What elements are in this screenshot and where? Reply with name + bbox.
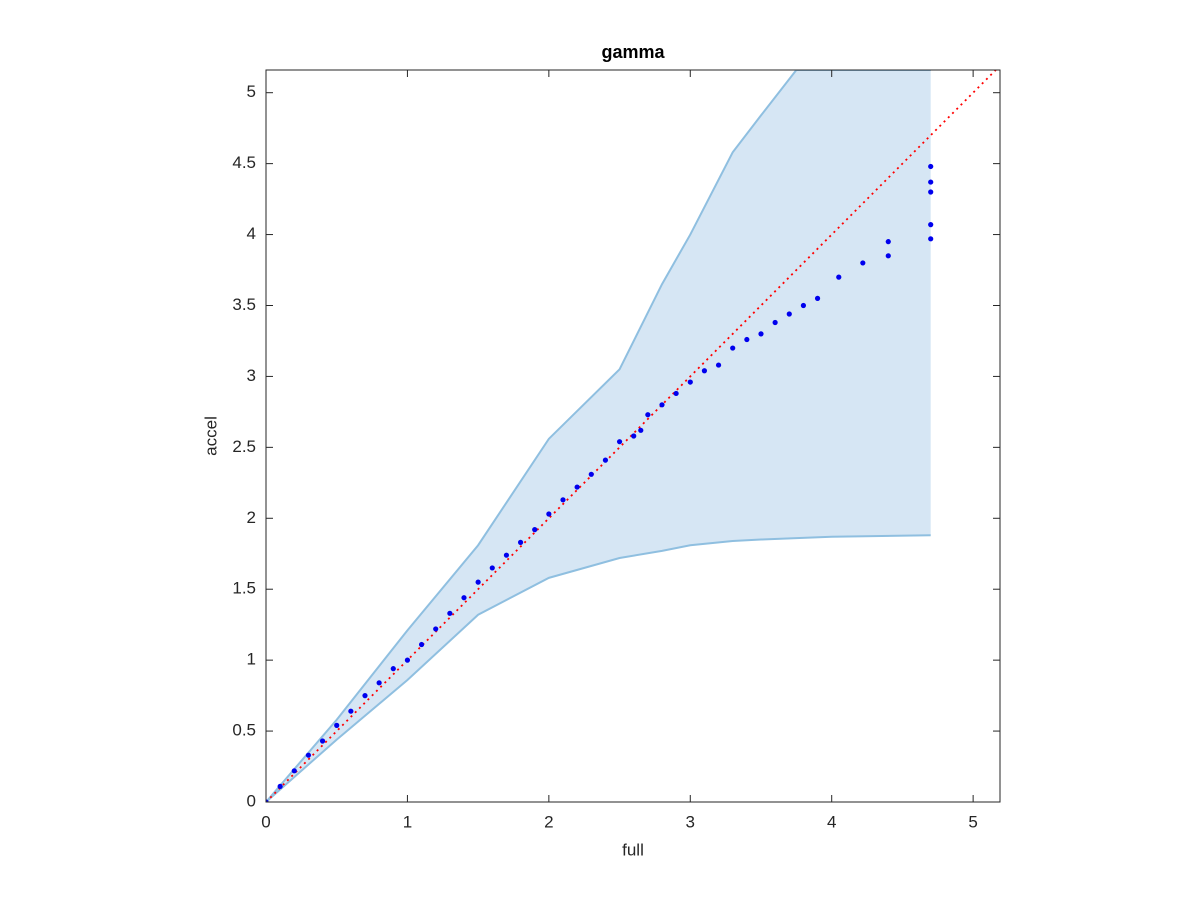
data-point [390, 666, 396, 672]
x-tick-label: 2 [544, 812, 553, 831]
data-point [334, 722, 340, 728]
data-point [588, 471, 594, 477]
data-point [404, 657, 411, 663]
data-point [758, 331, 764, 337]
data-point [928, 179, 934, 185]
data-point [772, 319, 778, 326]
y-axis-label: accel [201, 416, 220, 456]
y-tick-label: 4 [247, 224, 256, 243]
y-tick-label: 3.5 [232, 295, 256, 314]
band-edge [266, 70, 931, 802]
data-point [786, 311, 792, 317]
data-point [836, 274, 842, 280]
data-point [687, 379, 693, 385]
data-point [638, 427, 644, 433]
data-point [928, 163, 934, 170]
y-tick-label: 1 [247, 650, 256, 669]
axes-box [265, 69, 1001, 803]
data-point [659, 402, 665, 408]
y-tick-label: 1.5 [232, 579, 256, 598]
data-point [489, 565, 495, 571]
chart-title: gamma [601, 42, 665, 62]
y-tick-label: 3 [247, 366, 256, 385]
data-point [860, 260, 866, 266]
x-tick-label: 1 [403, 812, 412, 831]
data-point [319, 738, 326, 744]
x-tick-label: 4 [827, 812, 836, 831]
data-point [348, 708, 354, 714]
x-tick-label: 5 [968, 812, 977, 831]
data-point [532, 527, 538, 533]
data-point [701, 368, 708, 374]
data-point [277, 783, 283, 789]
y-tick-label: 0.5 [232, 721, 256, 740]
data-point [800, 302, 807, 309]
data-point [631, 433, 637, 439]
data-point [730, 345, 736, 351]
data-point [266, 799, 269, 802]
x-tick-label: 0 [261, 812, 270, 831]
y-tick-label: 5 [247, 82, 256, 101]
data-point [503, 552, 510, 558]
plot-area [266, 70, 998, 802]
data-point [433, 626, 439, 632]
band-edge [266, 534, 931, 802]
data-point [928, 236, 934, 242]
data-point [744, 336, 750, 343]
data-point [885, 239, 891, 245]
data-point [461, 595, 467, 601]
y-tick-label: 4.5 [232, 153, 256, 172]
data-point [517, 539, 524, 545]
data-point [574, 484, 580, 490]
data-point [885, 253, 891, 259]
data-point [362, 693, 368, 699]
data-point [616, 439, 623, 445]
data-point [475, 579, 481, 585]
data-point [376, 680, 382, 686]
data-point [645, 412, 651, 418]
data-point [560, 497, 566, 503]
y-tick-label: 2.5 [232, 437, 256, 456]
x-axis-label: full [622, 840, 644, 859]
data-point [418, 641, 425, 648]
confidence-band [266, 70, 931, 802]
data-point [291, 768, 297, 774]
y-tick-label: 0 [247, 791, 256, 810]
data-point [305, 752, 312, 758]
x-tick-label: 3 [686, 812, 695, 831]
data-point [814, 295, 821, 301]
data-point [447, 610, 453, 616]
data-point [546, 511, 552, 517]
data-point [928, 222, 934, 228]
data-point [715, 362, 722, 368]
y-tick-label: 2 [247, 508, 256, 527]
data-point [602, 457, 609, 463]
data-point [928, 189, 934, 195]
data-point [673, 390, 679, 397]
